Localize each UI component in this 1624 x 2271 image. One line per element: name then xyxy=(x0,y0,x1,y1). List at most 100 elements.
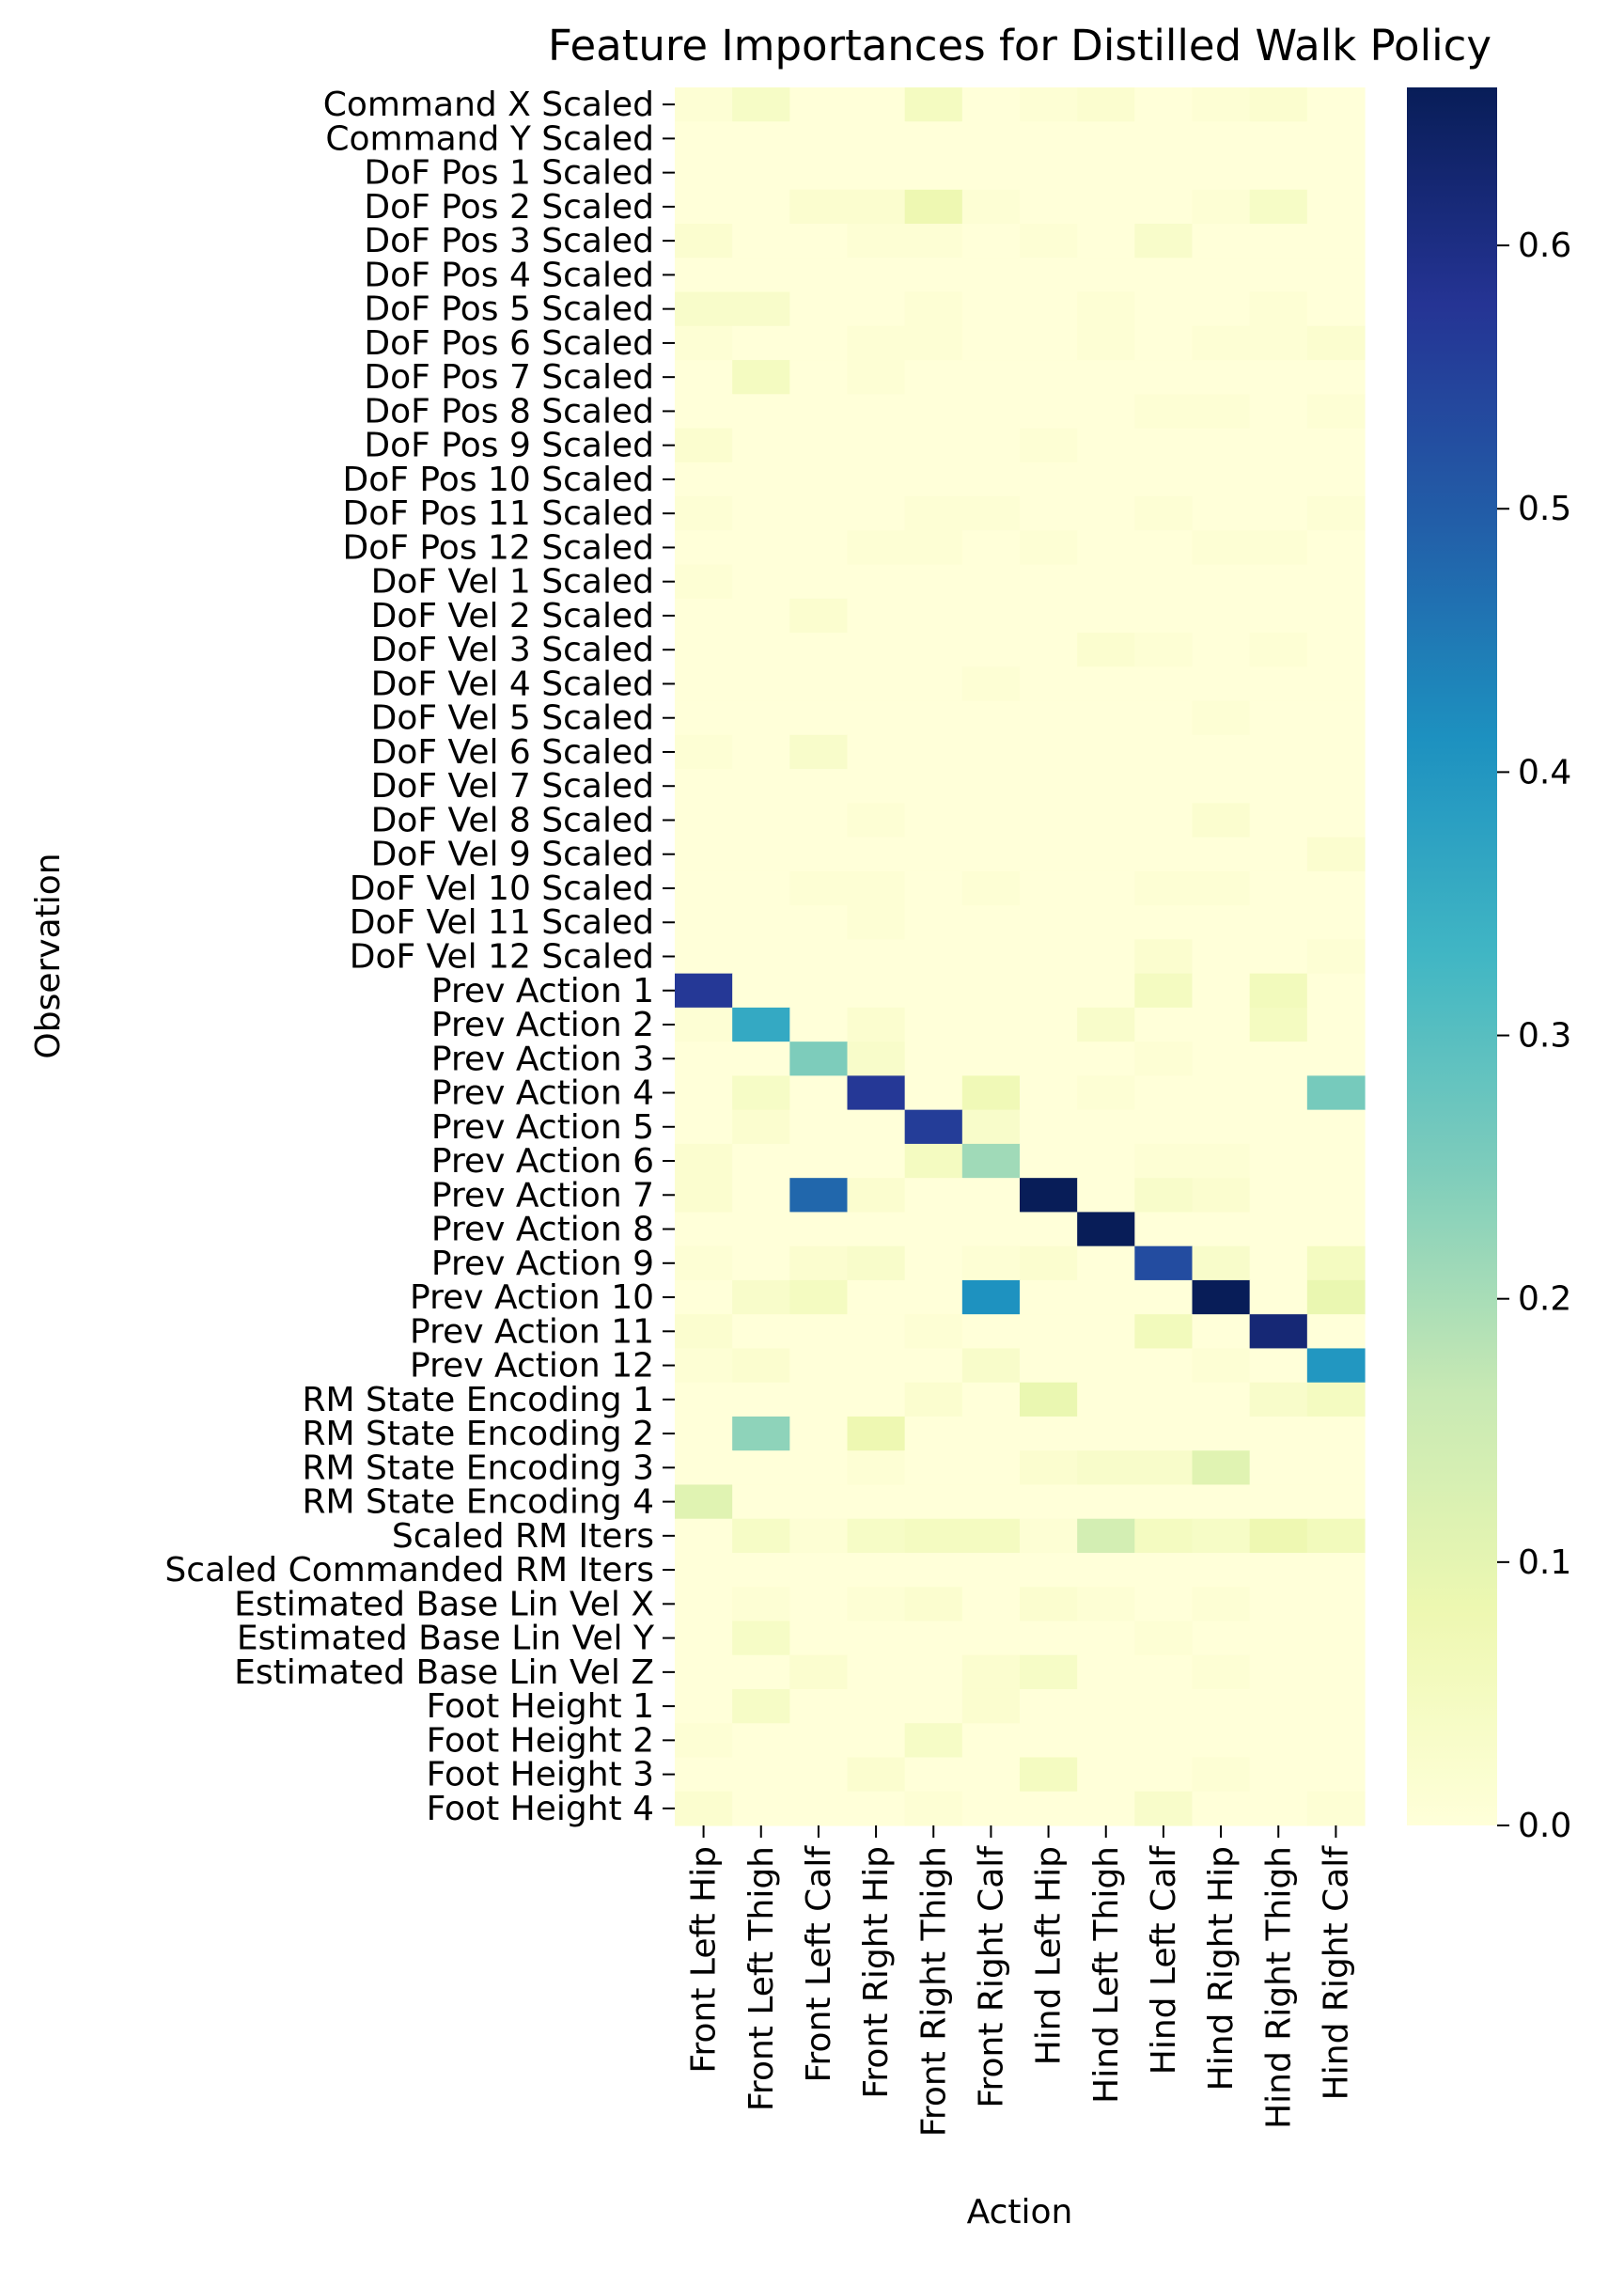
x-tick-label: Front Left Hip xyxy=(685,1846,724,2074)
heatmap-cell xyxy=(1020,1484,1078,1520)
heatmap-cell xyxy=(1020,1382,1078,1417)
heatmap-cell xyxy=(847,1587,906,1622)
heatmap-cell xyxy=(1020,1654,1078,1690)
heatmap-cell xyxy=(904,666,963,702)
heatmap-cell xyxy=(1020,1279,1078,1315)
x-tick-label: Hind Right Hip xyxy=(1202,1846,1241,2091)
y-tick-label: DoF Pos 9 Scaled xyxy=(364,427,654,465)
heatmap-cell xyxy=(675,1484,733,1520)
heatmap-cell xyxy=(961,1382,1021,1417)
heatmap-cell xyxy=(1020,1212,1078,1247)
heatmap-cell xyxy=(1077,1109,1135,1145)
heatmap-cell xyxy=(961,1587,1021,1622)
y-tick-label: RM State Encoding 2 xyxy=(302,1415,654,1453)
heatmap-cell xyxy=(675,1450,733,1486)
heatmap-cell xyxy=(789,1723,849,1759)
heatmap-cell xyxy=(732,837,790,872)
heatmap-cell xyxy=(1306,1791,1366,1826)
heatmap-cell xyxy=(961,564,1021,600)
heatmap-cell xyxy=(1134,325,1194,361)
heatmap-cell xyxy=(1249,803,1308,838)
heatmap-cell xyxy=(675,428,733,463)
heatmap-cell xyxy=(1077,769,1135,804)
heatmap-cell xyxy=(1306,360,1366,395)
heatmap-cell xyxy=(1306,666,1366,702)
heatmap-cell xyxy=(1306,1314,1366,1350)
y-tick-label: DoF Vel 4 Scaled xyxy=(371,665,654,703)
heatmap-cell xyxy=(1134,258,1194,293)
heatmap-cell xyxy=(1020,1178,1078,1214)
heatmap-cell xyxy=(847,1518,906,1554)
heatmap-cell xyxy=(847,803,906,838)
heatmap-cell xyxy=(1134,870,1194,906)
heatmap-cell xyxy=(789,1042,849,1076)
y-tick-label: DoF Pos 2 Scaled xyxy=(364,188,654,227)
heatmap-cell xyxy=(1249,598,1308,634)
heatmap-cell xyxy=(1020,87,1078,122)
heatmap-cell xyxy=(789,462,849,497)
heatmap-cell xyxy=(732,1654,790,1690)
heatmap-cell xyxy=(1249,1314,1308,1350)
heatmap-cell xyxy=(961,325,1021,361)
heatmap-cell xyxy=(675,291,733,327)
heatmap-cell xyxy=(904,1042,963,1076)
y-tick-label: Prev Action 8 xyxy=(431,1211,654,1249)
heatmap-cell xyxy=(1249,1757,1308,1793)
heatmap-cell xyxy=(675,1348,733,1384)
heatmap-cell xyxy=(961,224,1021,258)
y-tick-label: Command X Scaled xyxy=(323,86,654,124)
heatmap-cell xyxy=(904,598,963,634)
heatmap-cell xyxy=(847,1042,906,1076)
heatmap-cell xyxy=(1192,1212,1251,1247)
y-tick-label: RM State Encoding 1 xyxy=(302,1381,654,1419)
heatmap-cell xyxy=(732,1109,790,1145)
heatmap-cell xyxy=(1020,1348,1078,1384)
heatmap-cell xyxy=(1134,837,1194,872)
heatmap-cell xyxy=(1077,1757,1135,1793)
heatmap-cell xyxy=(1249,700,1308,736)
heatmap-cell xyxy=(1077,1382,1135,1417)
heatmap-cell xyxy=(847,1484,906,1520)
heatmap-cell xyxy=(847,155,906,191)
heatmap-cell xyxy=(675,598,733,634)
heatmap-cell xyxy=(1020,360,1078,395)
heatmap-cell xyxy=(732,1007,790,1042)
heatmap-cell xyxy=(1249,394,1308,430)
heatmap-cell xyxy=(847,870,906,906)
heatmap-cell xyxy=(732,1518,790,1554)
x-tick-label: Front Right Thigh xyxy=(914,1846,953,2137)
heatmap-cell xyxy=(732,224,790,258)
heatmap-cell xyxy=(1249,291,1308,327)
y-tick-label: DoF Pos 6 Scaled xyxy=(364,324,654,363)
heatmap-cell xyxy=(732,1416,790,1451)
heatmap-cell xyxy=(675,1245,733,1281)
heatmap-cell xyxy=(1306,1007,1366,1042)
heatmap-cell xyxy=(732,973,790,1009)
heatmap-cell xyxy=(1192,1382,1251,1417)
heatmap-cell xyxy=(789,1757,849,1793)
heatmap-cell xyxy=(1134,1109,1194,1145)
heatmap-cell xyxy=(675,769,733,804)
heatmap-cell xyxy=(961,1654,1021,1690)
heatmap-cell xyxy=(1192,1075,1251,1111)
heatmap-cell xyxy=(675,1621,733,1656)
heatmap-cell xyxy=(1192,1314,1251,1350)
heatmap-cell xyxy=(1134,360,1194,395)
heatmap-cell xyxy=(1306,598,1366,634)
heatmap-cell xyxy=(1306,1143,1366,1179)
heatmap-cell xyxy=(1134,1518,1194,1554)
heatmap-cell xyxy=(1077,462,1135,497)
heatmap-cell xyxy=(1192,803,1251,838)
heatmap-cell xyxy=(904,1757,963,1793)
heatmap-cell xyxy=(1134,121,1194,157)
heatmap-cell xyxy=(1134,1791,1194,1826)
heatmap-cell xyxy=(732,734,790,770)
heatmap-cell xyxy=(1134,1178,1194,1214)
heatmap-cell xyxy=(847,1723,906,1759)
y-tick-label: Prev Action 9 xyxy=(431,1245,654,1283)
heatmap-cell xyxy=(1077,189,1135,225)
y-tick-label: DoF Pos 3 Scaled xyxy=(364,222,654,260)
heatmap-cell xyxy=(675,1143,733,1179)
heatmap-cell xyxy=(1249,1279,1308,1315)
heatmap-cell xyxy=(961,87,1021,122)
